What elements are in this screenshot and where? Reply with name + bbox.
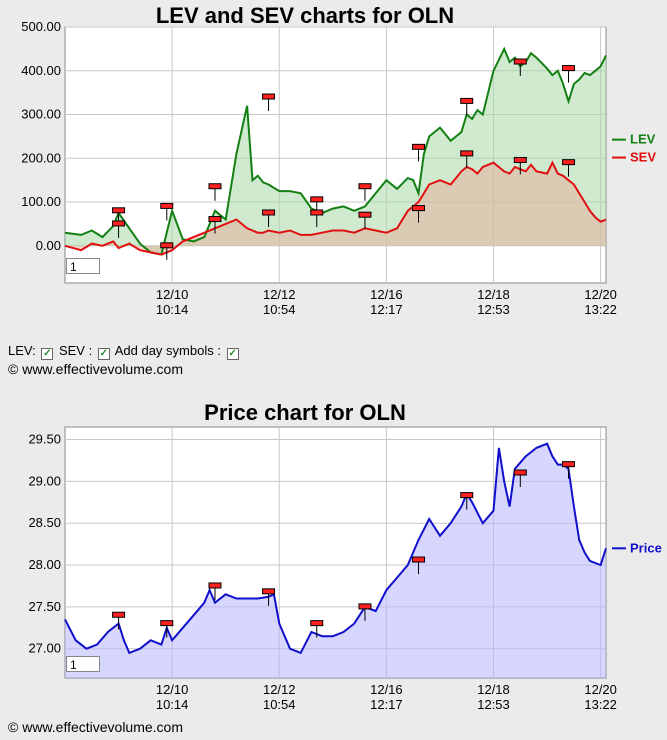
- day-symbols-label: Add day symbols :: [114, 343, 221, 358]
- day-marker-flag: [160, 242, 174, 249]
- y-tick-label: 400.00: [21, 63, 61, 78]
- x-tick-date: 12/18: [477, 287, 510, 302]
- price-line: [64, 442, 607, 655]
- lev-sev-zoom-input[interactable]: 1: [66, 258, 100, 274]
- price-chart-title: Price chart for OLN: [204, 400, 406, 425]
- lev-sev-chart-title: LEV and SEV charts for OLN: [155, 3, 455, 28]
- chart-controls: LEV: ✓ SEV : ✓ Add day symbols : ✓: [8, 343, 241, 360]
- lev-toggle-label: LEV:: [8, 343, 36, 358]
- y-tick-label: 100.00: [21, 194, 61, 209]
- x-tick-date: 12/12: [263, 287, 296, 302]
- day-marker-flag: [310, 620, 324, 627]
- price-area: [65, 443, 606, 678]
- price-zoom-input[interactable]: 1: [66, 656, 100, 672]
- price-legend-label: Price: [630, 540, 662, 555]
- day-symbols-checkbox[interactable]: ✓: [226, 348, 239, 360]
- day-marker-flag: [310, 196, 324, 203]
- day-marker-flag: [262, 209, 276, 216]
- x-tick-date: 12/20: [584, 287, 617, 302]
- y-tick-label: 0.00: [36, 238, 61, 253]
- day-marker-flag: [513, 58, 527, 65]
- x-tick-time: 13:22: [584, 697, 617, 712]
- x-tick-date: 12/16: [370, 287, 403, 302]
- day-marker-flag: [412, 205, 426, 212]
- copyright-text-top[interactable]: © www.effectivevolume.com: [8, 361, 184, 377]
- day-marker-flag: [460, 150, 474, 157]
- day-marker-flag: [112, 220, 126, 227]
- day-marker-flag: [513, 156, 527, 163]
- day-marker-flag: [208, 216, 222, 223]
- x-tick-time: 10:54: [263, 697, 296, 712]
- y-tick-label: 29.00: [28, 473, 61, 488]
- day-marker-flag: [310, 209, 324, 216]
- day-marker-flag: [208, 582, 222, 589]
- x-tick-time: 10:14: [156, 697, 189, 712]
- sev-area: [65, 162, 606, 255]
- y-tick-label: 27.00: [28, 641, 61, 656]
- day-marker-flag: [412, 556, 426, 563]
- day-marker-flag: [208, 183, 222, 190]
- day-marker-flag: [262, 93, 276, 100]
- x-tick-date: 12/16: [370, 682, 403, 697]
- day-marker-flag: [262, 588, 276, 595]
- sev-line: [64, 160, 607, 256]
- x-tick-time: 12:53: [477, 697, 510, 712]
- sev-legend-label: SEV: [630, 150, 656, 165]
- day-marker-flag: [358, 211, 372, 218]
- x-tick-date: 12/18: [477, 682, 510, 697]
- day-marker-flag: [562, 159, 576, 166]
- sev-toggle-label: SEV :: [58, 343, 93, 358]
- y-tick-label: 500.00: [21, 19, 61, 34]
- y-tick-label: 28.00: [28, 557, 61, 572]
- y-tick-label: 300.00: [21, 107, 61, 122]
- day-marker-flag: [562, 65, 576, 72]
- y-tick-label: 200.00: [21, 150, 61, 165]
- lev-legend-label: LEV: [630, 132, 656, 147]
- x-tick-time: 12:17: [370, 302, 403, 317]
- y-tick-label: 29.50: [28, 432, 61, 447]
- x-tick-date: 12/20: [584, 682, 617, 697]
- day-marker-flag: [460, 97, 474, 104]
- x-tick-date: 12/10: [156, 287, 189, 302]
- sev-checkbox[interactable]: ✓: [97, 348, 110, 360]
- lev-checkbox[interactable]: ✓: [41, 348, 54, 360]
- day-marker-flag: [412, 143, 426, 150]
- day-marker-flag: [160, 202, 174, 209]
- x-tick-time: 10:14: [156, 302, 189, 317]
- lev-sev-chart: 500.00400.00300.00200.00100.000.0012/101…: [21, 19, 656, 317]
- price-chart: 29.50 29.00 28.50 28.00 27.50 27.00 12/1010:14…: [28, 426, 662, 712]
- copyright-text-bottom[interactable]: © www.effectivevolume.com: [8, 719, 184, 735]
- x-tick-date: 12/10: [156, 682, 189, 697]
- day-marker-flag: [160, 620, 174, 627]
- day-marker-flag: [460, 492, 474, 499]
- lev-line: [64, 46, 607, 256]
- x-tick-date: 12/12: [263, 682, 296, 697]
- day-marker-flag: [358, 603, 372, 610]
- day-marker-flag: [358, 183, 372, 190]
- y-tick-label: 27.50: [28, 599, 61, 614]
- x-tick-time: 12:17: [370, 697, 403, 712]
- day-marker-flag: [562, 461, 576, 468]
- y-tick-label: 28.50: [28, 515, 61, 530]
- x-tick-time: 13:22: [584, 302, 617, 317]
- x-tick-time: 10:54: [263, 302, 296, 317]
- day-marker-flag: [513, 469, 527, 476]
- day-marker-flag: [112, 611, 126, 618]
- day-marker-flag: [112, 207, 126, 214]
- x-tick-time: 12:53: [477, 302, 510, 317]
